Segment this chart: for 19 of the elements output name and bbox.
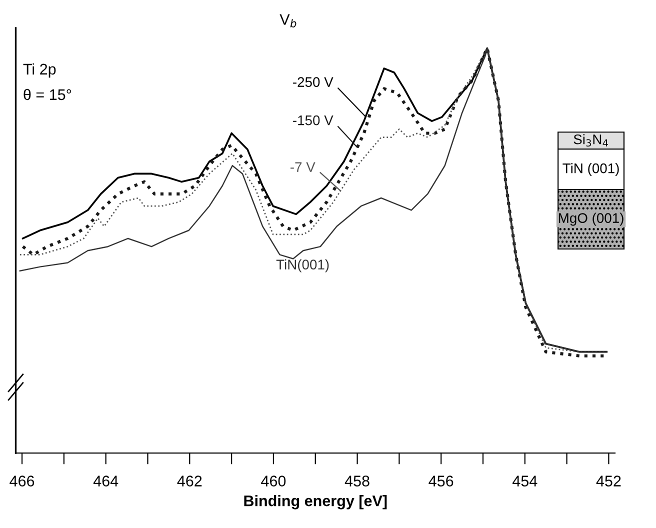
x-tick-label: 456 <box>428 476 454 486</box>
text: -150 V <box>293 115 334 126</box>
text: -250 V <box>293 77 334 87</box>
x-tick-label: 464 <box>93 476 118 486</box>
x-tick-label: 454 <box>512 476 538 486</box>
annotation: MgO (001) <box>558 212 624 226</box>
annotation: Si$_{3}$N$_{4}$ <box>574 134 608 147</box>
annotation: TiN (001) <box>562 163 619 176</box>
annotation: θ = 15° <box>24 88 72 100</box>
x-tick-label: 452 <box>596 476 621 486</box>
x-tick-label: 458 <box>344 476 370 486</box>
annotation: Ti 2p <box>23 63 56 78</box>
legend-title: V$_{b}$ <box>280 14 296 28</box>
x-axis-title: Binding energy [eV] <box>244 495 387 510</box>
x-tick-label: 462 <box>177 476 202 486</box>
x-tick-label: 460 <box>261 476 286 486</box>
text: -7 V <box>290 162 316 172</box>
x-tick-label: 466 <box>10 476 34 486</box>
series-label: TiN(001) <box>276 259 329 272</box>
